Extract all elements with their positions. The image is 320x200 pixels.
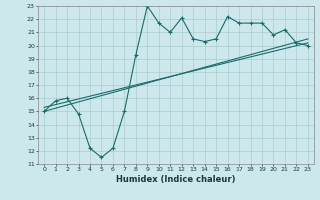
X-axis label: Humidex (Indice chaleur): Humidex (Indice chaleur): [116, 175, 236, 184]
